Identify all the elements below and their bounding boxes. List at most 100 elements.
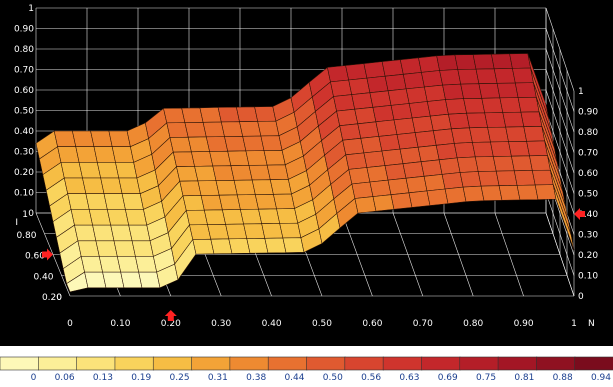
surface-cell: [408, 190, 431, 208]
surface-cell: [215, 180, 238, 196]
colorbar-tick-label: 0.88: [553, 373, 573, 383]
surface-cell: [357, 121, 380, 139]
surface-mesh: [35, 53, 575, 293]
z-right-tick-label: 0.20: [578, 251, 598, 261]
colorbar-swatch: [152, 356, 193, 371]
surface-cell: [197, 180, 220, 196]
surface-cell: [245, 150, 268, 166]
surface-cell: [57, 146, 80, 163]
surface-cell: [194, 165, 217, 182]
surface-cell: [225, 223, 248, 240]
surface-cell: [78, 162, 102, 179]
surface-cell: [399, 146, 422, 165]
surface-cell: [75, 146, 98, 163]
colorbar-swatch: [497, 356, 538, 371]
surface-cell: [82, 177, 105, 194]
colorbar-swatch: [0, 356, 40, 371]
surface-cell: [128, 224, 151, 242]
surface-cell: [176, 166, 199, 182]
surface-cell: [509, 53, 531, 69]
colorbar-tick-label: 0.56: [361, 373, 381, 383]
surface-cell: [110, 224, 133, 242]
colorbar-tick-label: 0: [31, 373, 37, 383]
surface-cell: [276, 208, 299, 224]
z-right-tick-label: 0.70: [578, 149, 598, 159]
surface-cell: [118, 177, 141, 194]
colorbar-tick-label: 0.38: [246, 373, 266, 383]
surface-cell: [511, 155, 533, 172]
surface-cell: [478, 83, 501, 99]
surface-cell: [192, 238, 215, 255]
z-left-tick-label: 0.10: [14, 189, 34, 199]
surface-cell: [369, 90, 392, 108]
surface-cell: [60, 162, 83, 179]
surface-cell: [517, 96, 540, 113]
surface-cell: [222, 209, 244, 225]
surface-cell: [243, 223, 266, 239]
surface-cell: [491, 53, 513, 70]
n-axis-tick-label: 0.10: [110, 319, 130, 329]
surface-cell: [264, 237, 287, 254]
surface-cell: [520, 111, 543, 127]
surface-cell: [390, 192, 413, 210]
surface-cell: [182, 195, 205, 211]
surface-cell: [375, 119, 398, 137]
colorbar-tick-label: 0.63: [399, 373, 419, 383]
surface-cell: [396, 132, 419, 150]
z-right-tick-label: 0.30: [578, 231, 598, 241]
surface-cell: [263, 150, 286, 166]
colorbar-tick-label: 0.69: [438, 373, 458, 383]
surface-cell: [508, 141, 530, 157]
surface-cell: [480, 185, 503, 201]
surface-cell: [460, 83, 483, 99]
n-axis-tick-label: 1: [571, 319, 577, 329]
surface-cell: [384, 163, 407, 181]
surface-cell: [498, 185, 521, 201]
surface-cell: [77, 240, 100, 257]
surface-cell: [254, 194, 277, 210]
z-left-tick-label: 0.60: [14, 86, 34, 96]
surface-cell: [181, 107, 204, 123]
surface-cell: [131, 240, 154, 257]
surface-cell: [526, 140, 548, 157]
colorbar-swatch: [114, 356, 155, 371]
colorbar-swatch: [344, 356, 384, 371]
surface-cell: [184, 122, 207, 138]
surface-cell: [429, 113, 452, 131]
surface-cell: [169, 136, 192, 153]
surface-cell: [209, 150, 232, 167]
surface-cell: [366, 75, 389, 93]
surface-cell: [218, 194, 241, 211]
surface-cell: [381, 148, 404, 166]
surface-cell: [80, 256, 103, 273]
surface-cell: [67, 193, 90, 210]
surface-cell: [202, 121, 225, 138]
z-left-tick-label: 0.80: [14, 45, 34, 55]
n-axis-tick-label: 0.80: [463, 319, 483, 329]
colorbar-tick-label: 0.19: [131, 373, 151, 383]
surface-cell: [236, 194, 259, 210]
colorbar-swatch: [267, 356, 308, 371]
surface-cell: [236, 106, 259, 122]
surface-cell: [492, 155, 515, 172]
colorbar-tick-label: 0.13: [93, 373, 113, 383]
surface-cell: [273, 193, 295, 210]
surface-cell: [242, 135, 265, 152]
axis-value-marker: [574, 208, 585, 220]
i-axis-tick-label: 0.60: [25, 252, 45, 262]
surface-cell: [442, 83, 464, 100]
colorbar: 0 0.06 0.13 0.19 0.25 0.31 0.38 0.44 0.50 0.56 0.6…: [0, 356, 613, 383]
n-axis-tick-label: 0.60: [362, 319, 382, 329]
i-axis-tick-label: 0.40: [33, 272, 53, 282]
surface-cell: [260, 135, 283, 151]
z-left-tick-label: 0.40: [14, 127, 34, 137]
surface-cell: [523, 126, 546, 142]
surface-cell: [514, 82, 537, 98]
axis-value-marker: [164, 310, 177, 321]
colorbar-swatch: [382, 356, 423, 371]
surface-cell: [499, 97, 522, 113]
i-axis-tick-label: 0: [56, 293, 62, 303]
surface-cell: [439, 69, 462, 86]
surface-cell: [345, 63, 368, 81]
surface-cell: [351, 92, 374, 110]
